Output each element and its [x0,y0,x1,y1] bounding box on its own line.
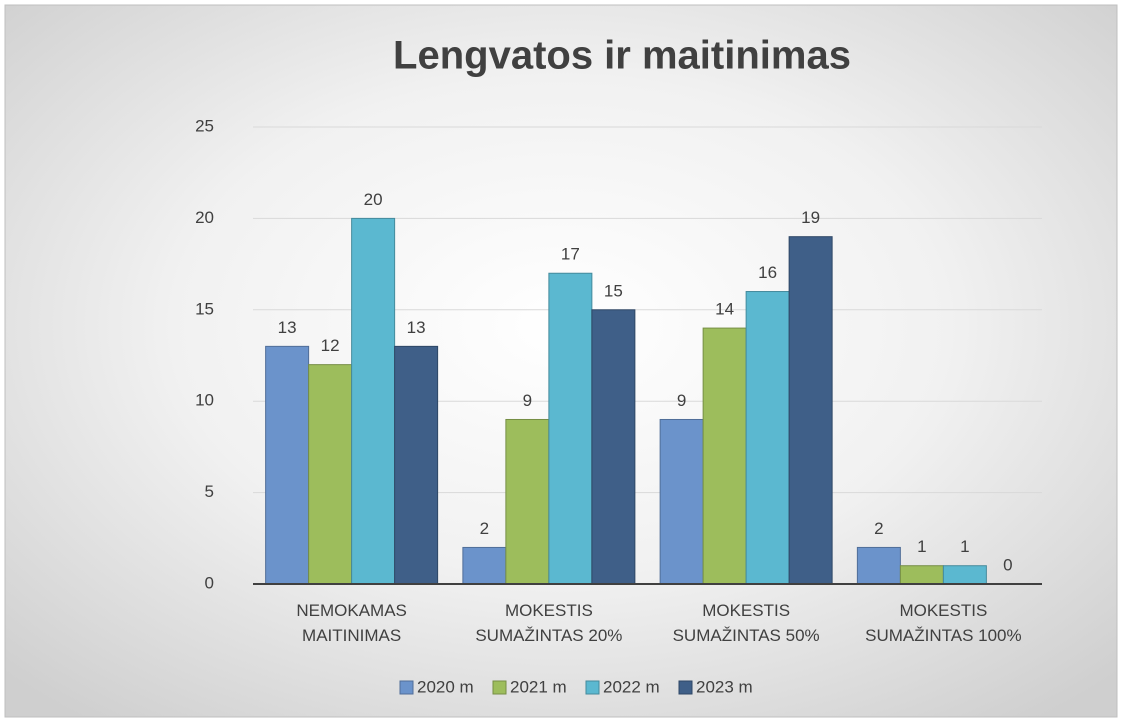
x-tick-label-line: NEMOKAMAS [296,601,407,620]
legend-label: 2022 m [603,677,660,696]
data-label: 9 [523,391,532,410]
bar [394,345,439,585]
y-tick-label: 20 [195,208,214,227]
data-label: 17 [561,245,580,264]
legend-swatch [585,680,600,695]
bar [265,345,310,585]
bar [702,327,747,585]
x-tick-label-line: MOKESTIS [899,601,987,620]
data-label: 19 [801,208,820,227]
bar [351,217,396,585]
x-tick-label-line: MOKESTIS [505,601,593,620]
legend-swatch [492,680,507,695]
data-label: 1 [917,537,926,556]
legend-label: 2021 m [510,677,567,696]
data-label: 13 [407,318,426,337]
data-label: 15 [604,281,623,300]
x-tick-label-line: SUMAŽINTAS 50% [673,626,820,645]
bar [899,565,944,585]
x-tick-label: MOKESTIS SUMAŽINTAS 50% [673,601,820,645]
x-tick-label: MOKESTIS SUMAŽINTAS 20% [475,601,622,645]
x-tick-label-line: SUMAŽINTAS 20% [475,626,622,645]
data-label: 14 [715,300,734,319]
legend-label: 2020 m [417,677,474,696]
data-label: 9 [677,391,686,410]
data-label: 1 [960,537,969,556]
data-label: 2 [874,519,883,538]
bar [856,546,901,585]
y-tick-label: 10 [195,391,214,410]
bar [548,272,593,585]
data-label: 13 [278,318,297,337]
bar [942,565,987,585]
chart-title: Lengvatos ir maitinimas [393,34,851,78]
legend-swatch [678,680,693,695]
x-tick-label: NEMOKAMAS MAITINIMAS [296,601,407,645]
bar [659,418,704,585]
bar [591,309,636,585]
y-tick-label: 0 [205,573,214,592]
x-tick-label: MOKESTIS SUMAŽINTAS 100% [865,601,1022,645]
y-tick-label: 15 [195,299,214,318]
bar [308,364,353,585]
bar [462,546,507,585]
data-label: 20 [364,190,383,209]
legend-label: 2023 m [696,677,753,696]
data-label: 0 [1003,555,1012,574]
legend-swatch [399,680,414,695]
y-tick-label: 5 [205,482,214,501]
bar [745,291,790,585]
x-tick-label-line: MOKESTIS [702,601,790,620]
y-tick-label: 25 [195,116,214,135]
data-label: 16 [758,263,777,282]
data-label: 2 [480,519,489,538]
data-label: 12 [321,336,340,355]
bar [788,236,833,585]
x-tick-label-line: MAITINIMAS [302,626,401,645]
x-tick-label-line: SUMAŽINTAS 100% [865,626,1022,645]
bar [505,418,550,585]
